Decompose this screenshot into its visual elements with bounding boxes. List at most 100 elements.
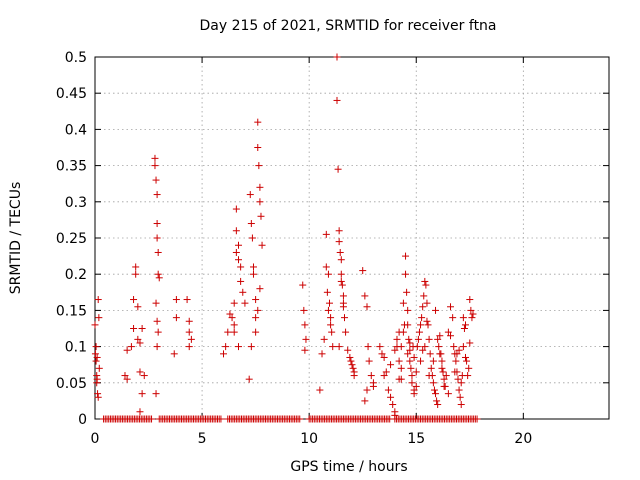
data-point <box>132 263 140 271</box>
data-point <box>187 335 195 343</box>
data-point <box>422 281 430 289</box>
data-point <box>346 353 354 361</box>
data-point <box>333 96 341 104</box>
data-point <box>450 343 458 351</box>
data-point <box>452 357 460 365</box>
data-point <box>404 321 412 329</box>
data-point <box>430 386 438 394</box>
data-point <box>397 364 405 372</box>
data-point <box>234 241 242 249</box>
data-point <box>335 227 343 235</box>
data-point <box>256 285 264 293</box>
data-point <box>415 328 423 336</box>
data-point <box>329 343 337 351</box>
data-point <box>256 183 264 191</box>
data-point <box>410 390 418 398</box>
data-point <box>344 346 352 354</box>
data-point <box>407 364 415 372</box>
data-point <box>447 332 455 340</box>
data-point <box>130 296 138 304</box>
data-point <box>153 343 161 351</box>
data-point <box>252 314 260 322</box>
data-point <box>460 325 468 332</box>
data-point <box>324 270 332 278</box>
data-point <box>423 317 431 325</box>
data-point <box>123 375 131 383</box>
data-point <box>302 335 310 343</box>
y-tick-label: 0.05 <box>56 376 87 392</box>
data-point <box>350 372 358 380</box>
y-tick-label: 0.1 <box>65 340 87 356</box>
data-point <box>333 53 341 61</box>
data-point <box>328 328 336 336</box>
data-point <box>391 346 399 354</box>
data-point <box>154 328 162 336</box>
data-point <box>256 198 264 206</box>
y-tick-label: 0.4 <box>65 122 87 138</box>
data-point <box>91 350 99 358</box>
data-point <box>429 379 437 387</box>
data-point <box>185 317 193 325</box>
data-point <box>387 361 395 369</box>
data-point <box>296 415 304 423</box>
data-point <box>463 357 471 365</box>
data-point <box>403 288 411 296</box>
data-point <box>456 393 464 401</box>
data-point <box>451 368 459 376</box>
data-point <box>395 357 403 365</box>
y-tick-label: 0 <box>78 412 87 428</box>
data-point <box>255 162 263 170</box>
y-axis-label: SRMTID / TECUs <box>8 182 24 295</box>
data-point <box>404 350 412 358</box>
data-point <box>246 191 254 199</box>
data-point <box>447 303 455 311</box>
data-point <box>387 393 395 401</box>
data-point <box>420 292 428 300</box>
data-point <box>95 314 103 322</box>
data-point <box>464 372 472 380</box>
data-point <box>155 274 163 282</box>
data-point <box>91 321 99 329</box>
x-tick-label: 10 <box>300 431 318 447</box>
data-point <box>134 303 142 311</box>
data-point <box>185 328 193 336</box>
data-point <box>436 350 444 358</box>
data-point <box>121 372 129 380</box>
data-point <box>414 335 422 343</box>
data-point <box>247 343 255 351</box>
data-point <box>406 346 414 354</box>
data-point <box>342 328 350 336</box>
data-point <box>322 230 330 238</box>
data-point <box>239 288 247 296</box>
data-point <box>94 390 102 398</box>
data-point <box>94 393 102 401</box>
data-point <box>417 321 425 329</box>
data-point <box>465 364 473 372</box>
data-point <box>241 299 249 307</box>
data-point <box>172 296 180 304</box>
data-point <box>365 357 373 365</box>
data-point <box>433 397 441 405</box>
data-point <box>419 303 427 311</box>
data-point <box>153 234 161 242</box>
data-point <box>254 306 262 314</box>
data-point <box>130 325 138 332</box>
data-point <box>172 314 180 322</box>
data-point <box>347 357 355 365</box>
data-point <box>254 144 262 151</box>
data-point <box>230 299 238 307</box>
data-point <box>258 241 266 249</box>
data-point <box>440 375 448 383</box>
data-points <box>91 53 481 423</box>
data-point <box>148 415 156 423</box>
data-point <box>237 277 245 285</box>
data-point <box>444 328 452 336</box>
y-tick-label: 0.3 <box>65 195 87 211</box>
data-point <box>152 176 160 184</box>
data-point <box>405 335 413 343</box>
data-point <box>426 350 434 358</box>
data-point <box>406 357 414 365</box>
data-point <box>323 288 331 296</box>
data-point <box>152 390 160 398</box>
data-point <box>399 328 407 336</box>
